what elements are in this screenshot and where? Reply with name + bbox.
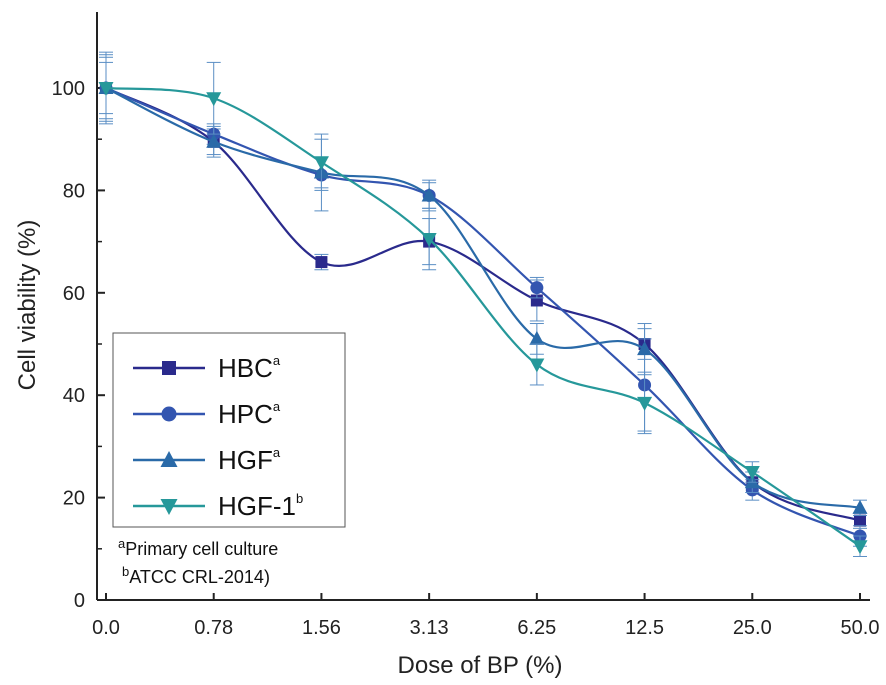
series-line	[105, 87, 861, 509]
legend-item-hbc: HBCa	[133, 353, 281, 383]
legend-item-hgf-1: HGF-1b	[133, 491, 303, 521]
legend-item-hpc: HPCa	[133, 399, 281, 429]
footnote: bATCC CRL-2014)	[122, 564, 270, 587]
legend-superscript: b	[296, 491, 303, 506]
footnote-superscript: b	[122, 564, 129, 579]
data-point	[637, 341, 653, 356]
legend-marker	[161, 406, 177, 422]
x-tick-label: 0.78	[194, 617, 233, 639]
series-line	[105, 86, 861, 548]
series-layer	[98, 51, 868, 557]
y-ticks: 0 20 40 60 80 100	[52, 78, 105, 612]
x-ticks: 0.0 0.78 1.56 3.13 6.25 12.5 25.0 50.0	[92, 593, 879, 639]
x-tick-label: 25.0	[733, 617, 772, 639]
y-tick-label: 40	[63, 385, 85, 407]
series-line	[105, 86, 861, 538]
legend-superscript: a	[273, 399, 281, 414]
data-point	[529, 358, 545, 373]
legend-series-name: HPC	[218, 399, 273, 429]
x-axis-title: Dose of BP (%)	[398, 652, 563, 679]
data-point	[854, 514, 866, 527]
series-hpc	[99, 51, 867, 547]
data-point	[529, 330, 545, 345]
axes	[96, 12, 870, 601]
legend-marker	[162, 361, 176, 375]
footnote-text: ATCC CRL-2014)	[129, 567, 270, 587]
footnote-text: Primary cell culture	[125, 539, 278, 559]
y-tick-label: 0	[74, 590, 85, 612]
x-tick-label: 6.25	[517, 617, 556, 639]
x-tick-label: 12.5	[625, 617, 664, 639]
data-point	[313, 156, 329, 171]
y-tick-label: 60	[63, 283, 85, 305]
data-point	[315, 256, 328, 269]
y-tick-label: 20	[63, 488, 85, 510]
data-point	[530, 281, 544, 295]
legend-label: HGFa	[218, 445, 281, 475]
x-tick-label: 50.0	[841, 617, 880, 639]
legend-label: HBCa	[218, 353, 281, 383]
legend-superscript: a	[273, 353, 281, 368]
x-tick-label: 0.0	[92, 617, 120, 639]
footnote: aPrimary cell culture	[118, 536, 278, 559]
x-tick-label: 1.56	[302, 617, 341, 639]
data-point	[421, 233, 437, 248]
legend-series-name: HBC	[218, 353, 273, 383]
series-hgf-1	[98, 61, 868, 557]
legend-item-hgf: HGFa	[133, 445, 281, 475]
legend-box	[112, 332, 346, 528]
footnote-superscript: a	[118, 536, 126, 551]
data-point	[98, 82, 114, 96]
x-tick-label: 3.13	[410, 617, 449, 639]
data-point	[206, 133, 222, 148]
y-tick-label: 80	[63, 180, 85, 202]
data-point	[637, 396, 653, 411]
data-point	[421, 187, 437, 202]
legend-superscript: a	[273, 445, 281, 460]
legend-marker	[160, 451, 178, 467]
legend-series-name: HGF-1	[218, 491, 296, 521]
annotations: aPrimary cell culture bATCC CRL-2014)	[118, 536, 278, 587]
data-point	[852, 499, 868, 514]
legend-label: HPCa	[218, 399, 281, 429]
legend-series-name: HGF	[218, 445, 273, 475]
y-tick-label: 100	[52, 78, 85, 100]
legend-marker	[160, 499, 178, 515]
y-axis-title: Cell viability (%)	[14, 220, 41, 391]
data-point	[206, 92, 222, 107]
series-hgf	[98, 56, 868, 517]
data-point	[852, 540, 868, 555]
data-point	[744, 466, 760, 480]
legend-label: HGF-1b	[218, 491, 303, 521]
